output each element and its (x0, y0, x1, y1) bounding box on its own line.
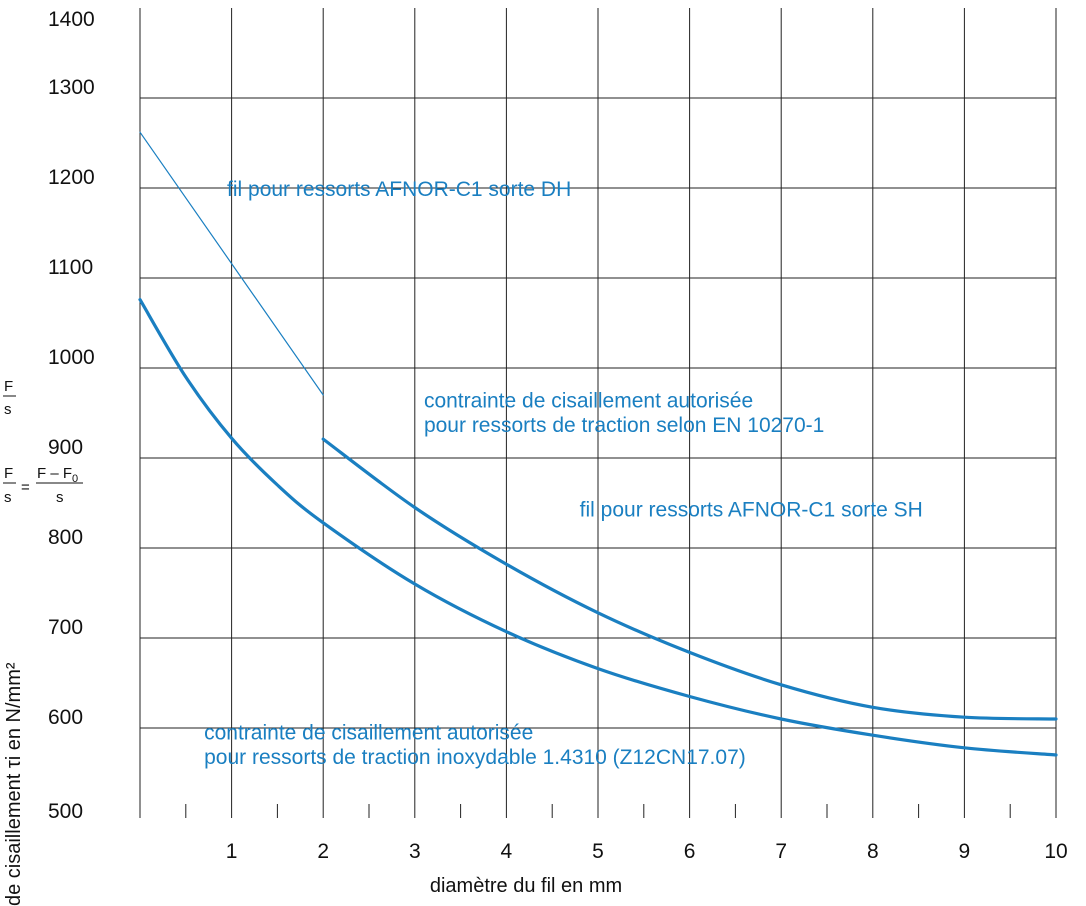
formula-block-1: F s (3, 378, 16, 418)
y-axis-title: de cisaillement τi en N/mm² (3, 662, 25, 906)
x-tick-label: 6 (684, 840, 696, 863)
formula2-rhs-numerator: F – F0 (37, 465, 78, 485)
x-tick-label: 5 (592, 840, 604, 863)
annotation-label: contrainte de cisaillement autorisée (204, 722, 533, 745)
y-tick-label: 1000 (48, 346, 95, 369)
annotation-label: contrainte de cisaillement autorisée (424, 390, 753, 413)
x-tick-label: 10 (1044, 840, 1067, 863)
formula2-rhs-denominator: s (56, 489, 64, 506)
x-tick-label: 7 (775, 840, 787, 863)
formula2-lhs-denominator: s (4, 489, 12, 506)
y-tick-label: 1200 (48, 166, 95, 189)
y-tick-label: 900 (48, 436, 83, 459)
annotation-label: fil pour ressorts AFNOR-C1 sorte SH (580, 499, 923, 522)
x-tick-label: 1 (226, 840, 238, 863)
y-tick-label: 1300 (48, 76, 95, 99)
minor-ticks (185, 804, 1011, 818)
grid (139, 8, 1057, 818)
annotation-label: pour ressorts de traction selon EN 10270… (424, 414, 824, 437)
y-tick-label: 500 (48, 800, 83, 823)
x-tick-labels: 1 2 3 4 5 6 7 8 9 10 (226, 840, 1068, 863)
series-line-3 (138, 298, 1058, 757)
annotation-label: fil pour ressorts AFNOR-C1 sorte DH (227, 178, 571, 201)
y-tick-labels: 500 600 700 800 900 1000 1100 1200 1300 1400 (48, 8, 95, 823)
x-tick-label: 9 (959, 840, 971, 863)
y-tick-label: 800 (48, 526, 83, 549)
x-tick-label: 8 (867, 840, 879, 863)
formula1-numerator: F (4, 378, 13, 395)
series-lines (138, 131, 1058, 757)
y-tick-label: 700 (48, 616, 83, 639)
y-tick-label: 600 (48, 706, 83, 729)
y-tick-label: 1400 (48, 8, 95, 31)
x-tick-label: 4 (501, 840, 513, 863)
annotations: fil pour ressorts AFNOR-C1 sorte DH contr… (204, 178, 923, 769)
annotation-label: pour ressorts de traction inoxydable 1.4… (204, 746, 746, 769)
x-axis-title: diamètre du fil en mm (430, 875, 622, 897)
formula2-equals: = (21, 479, 30, 496)
formula-block-2: F s = F – F0 s (3, 465, 83, 506)
y-tick-label: 1100 (48, 256, 93, 279)
formula1-denominator: s (4, 401, 12, 418)
series-line-2 (321, 437, 1058, 721)
x-tick-label: 3 (409, 840, 421, 863)
series-line-1 (139, 131, 324, 396)
formula2-lhs-numerator: F (4, 465, 13, 482)
x-tick-label: 2 (317, 840, 329, 863)
